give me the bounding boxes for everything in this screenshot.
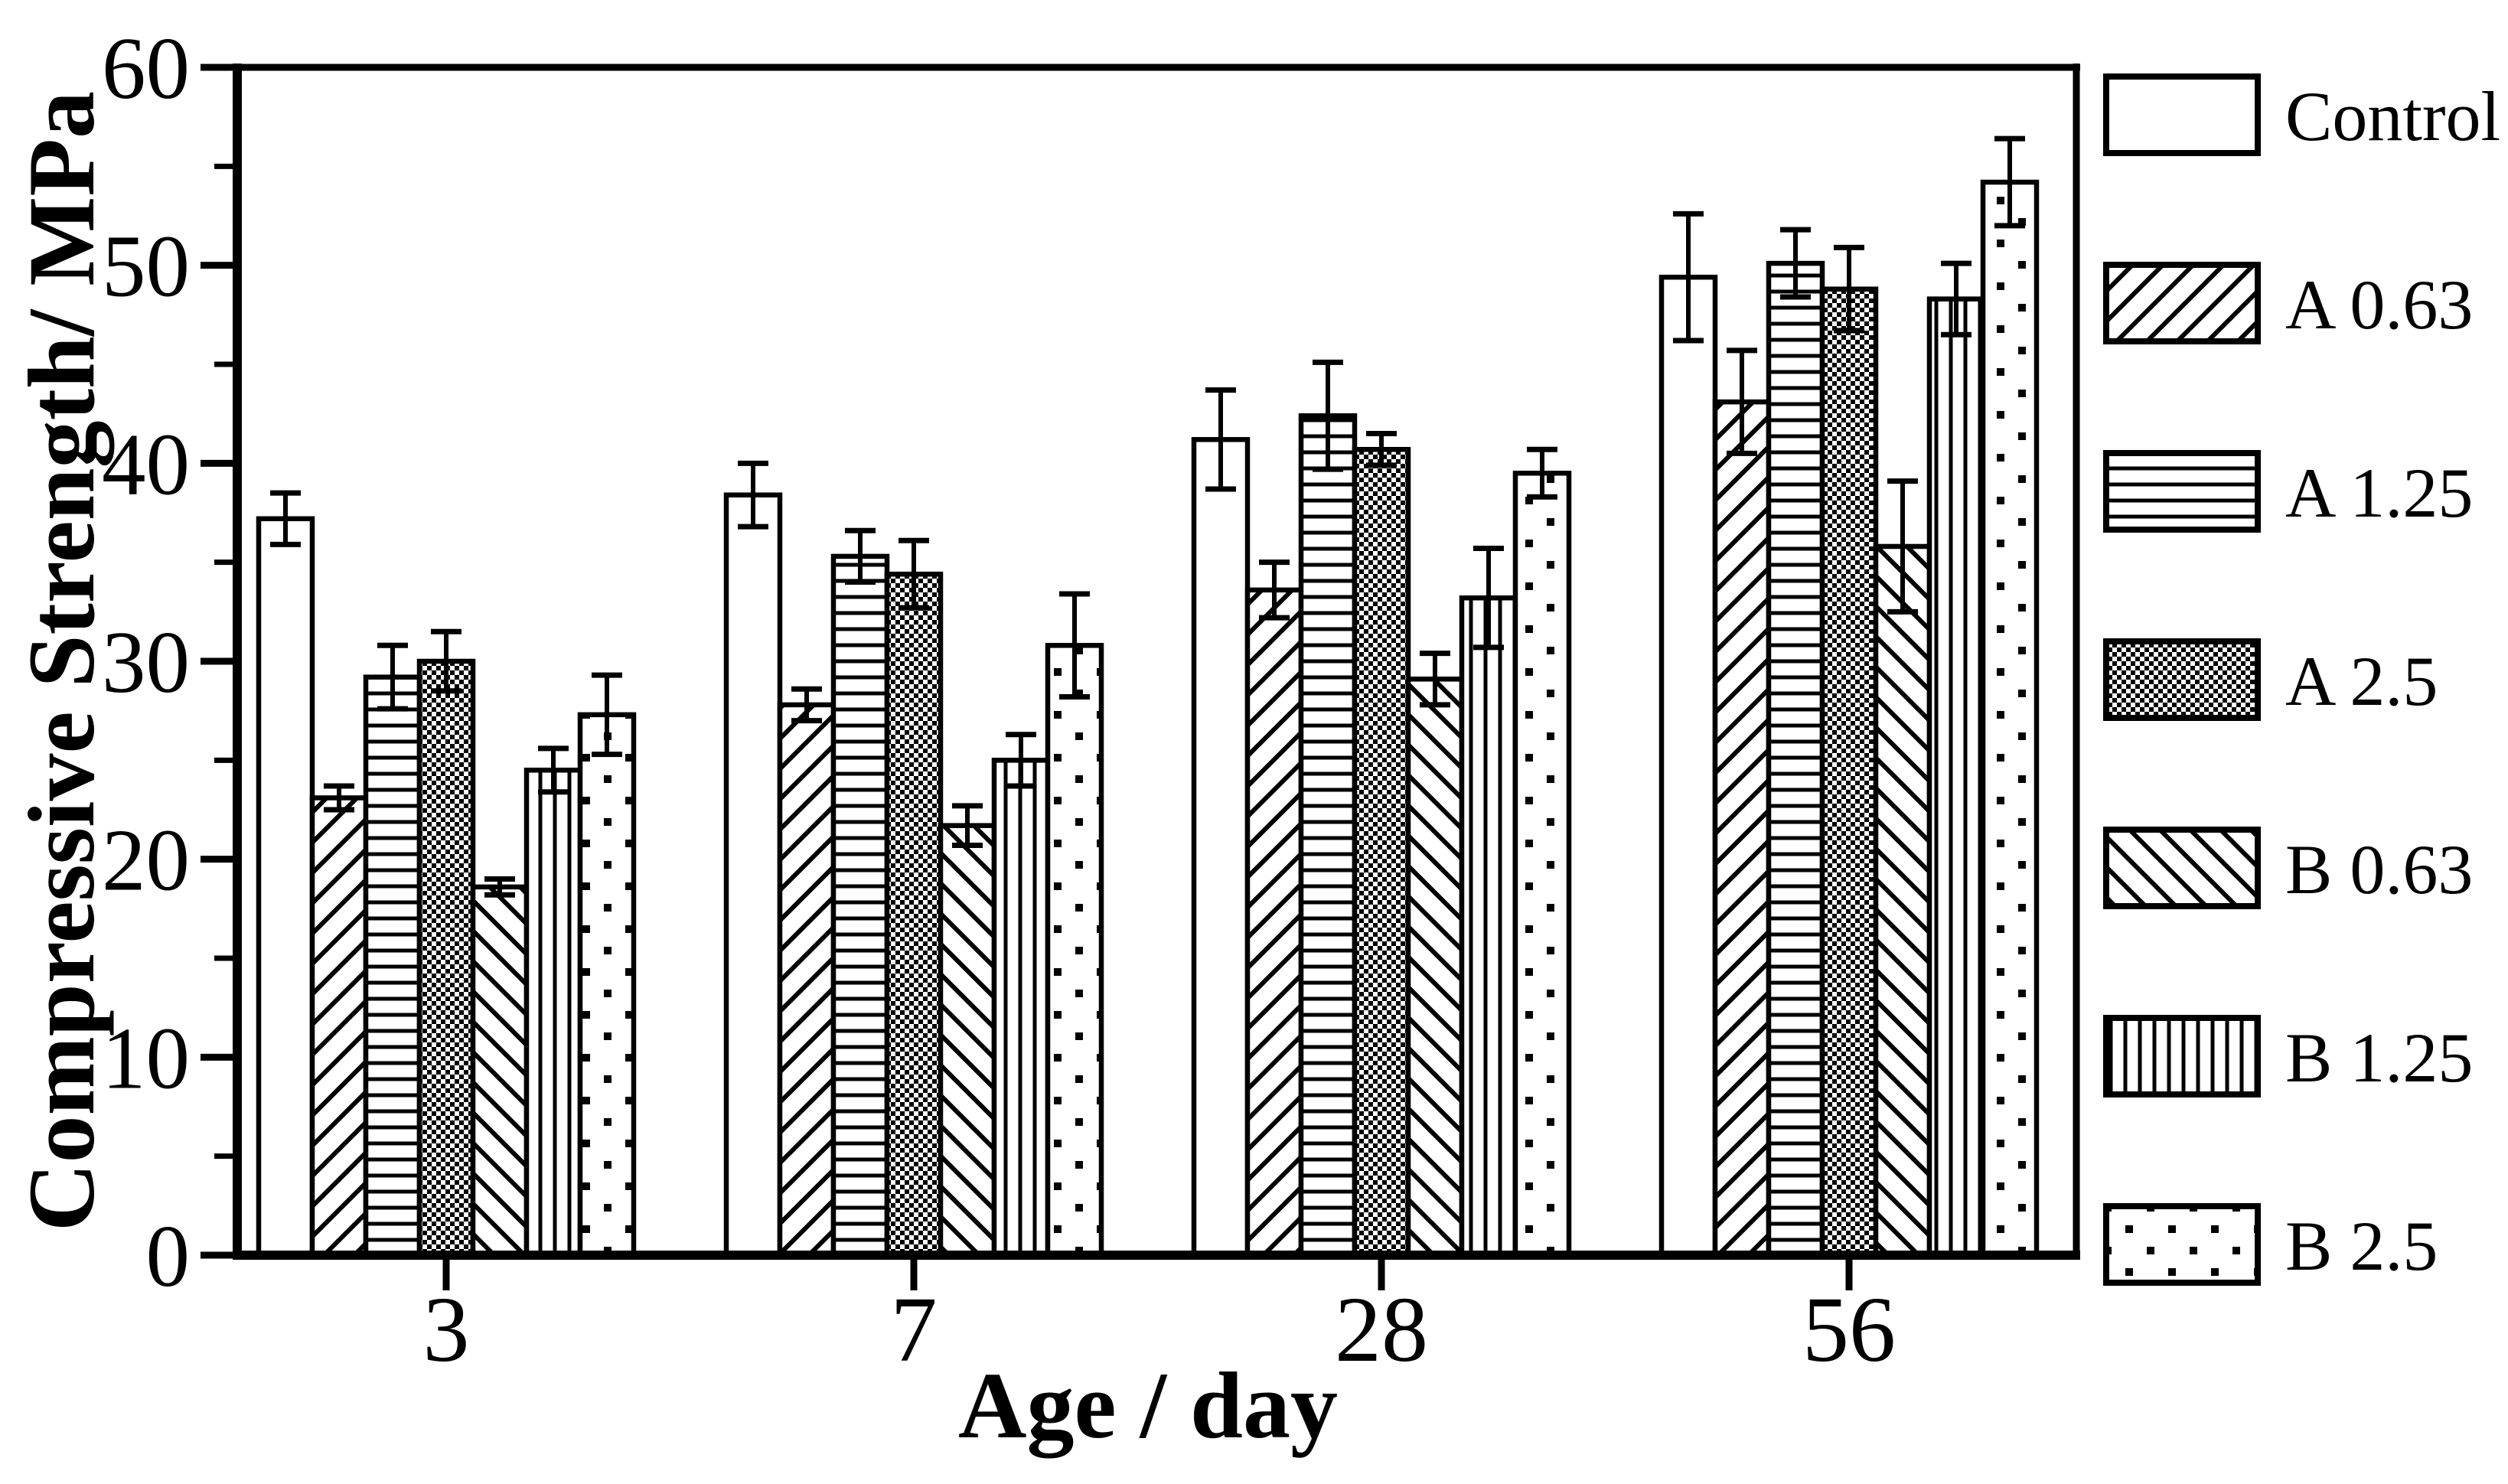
- error-bars-layer: [270, 135, 2025, 898]
- y-tick-label-60: 60: [102, 20, 190, 117]
- legend-swatch-diagonal-down: [2103, 827, 2261, 909]
- x-axis-title: Age / day: [958, 1353, 1338, 1459]
- x-tick-label-28: 28: [1335, 1278, 1428, 1381]
- error-bar-A2.5-day7: [899, 537, 929, 611]
- legend: Control A 0.63 A 1.25 A 2.5 B 0.63 B 1.25 B 2.…: [2103, 73, 2500, 1286]
- legend-swatch-checkerboard: [2103, 638, 2261, 721]
- bar-A2.5-day56: [1819, 286, 1879, 1258]
- legend-item-B2.5: B 2.5: [2103, 1203, 2438, 1286]
- bar-B0.63-day7: [938, 823, 997, 1258]
- bar-Control-day7: [723, 492, 783, 1258]
- bar-A0.63-day28: [1244, 587, 1304, 1258]
- legend-label-B0.63: B 0.63: [2285, 830, 2473, 908]
- error-bar-B1.25-day28: [1473, 546, 1504, 651]
- error-bar-B0.63-day28: [1420, 651, 1450, 708]
- error-bar-A0.63-day3: [324, 783, 354, 813]
- bar-B0.63-day56: [1873, 543, 1932, 1258]
- error-bar-B2.5-day3: [592, 672, 622, 758]
- legend-item-B1.25: B 1.25: [2103, 1015, 2473, 1098]
- bar-B0.63-day28: [1405, 677, 1465, 1258]
- legend-label-A1.25: A 1.25: [2285, 454, 2473, 532]
- bar-B1.25-day28: [1459, 595, 1518, 1258]
- error-bar-B2.5-day28: [1527, 446, 1557, 500]
- legend-item-A1.25: A 1.25: [2103, 450, 2473, 533]
- bar-Control-day56: [1658, 274, 1718, 1258]
- error-bar-A1.25-day56: [1780, 227, 1811, 300]
- error-bar-A2.5-day3: [431, 628, 461, 694]
- legend-swatch-plain: [2103, 73, 2261, 156]
- legend-label-A0.63: A 0.63: [2285, 266, 2473, 344]
- bar-A0.63-day3: [309, 795, 369, 1258]
- bar-A1.25-day7: [830, 553, 890, 1258]
- error-bar-Control-day3: [270, 490, 301, 547]
- bars-layer: [256, 179, 2040, 1258]
- bar-A1.25-day28: [1298, 413, 1358, 1258]
- x-tick-label-7: 7: [891, 1278, 938, 1381]
- y-tick-label-50: 50: [102, 218, 190, 315]
- bar-Control-day3: [256, 516, 315, 1258]
- bar-Control-day28: [1191, 437, 1251, 1258]
- legend-item-B0.63: B 0.63: [2103, 827, 2473, 909]
- legend-item-A0.63: A 0.63: [2103, 262, 2473, 344]
- error-bar-Control-day56: [1673, 210, 1704, 344]
- legend-swatch-sparse-dots: [2103, 1203, 2261, 1286]
- legend-swatch-diagonal-up: [2103, 262, 2261, 344]
- bar-A0.63-day7: [777, 702, 837, 1258]
- error-bar-B0.63-day56: [1887, 478, 1918, 615]
- error-bar-B0.63-day7: [952, 803, 983, 849]
- y-tick-label-10: 10: [102, 1009, 190, 1107]
- y-tick-label-0: 0: [146, 1208, 191, 1305]
- x-tick-label-56: 56: [1802, 1278, 1896, 1381]
- legend-label-Control: Control: [2285, 77, 2500, 155]
- error-bar-B1.25-day56: [1941, 260, 1972, 338]
- error-bar-A1.25-day3: [377, 642, 408, 712]
- legend-label-B2.5: B 2.5: [2285, 1207, 2438, 1285]
- bar-B1.25-day3: [523, 768, 583, 1258]
- bar-B2.5-day3: [577, 712, 637, 1258]
- bar-A2.5-day28: [1352, 446, 1411, 1258]
- bar-B2.5-day7: [1045, 643, 1104, 1258]
- error-bar-A1.25-day7: [845, 527, 876, 585]
- error-bar-B1.25-day7: [1006, 732, 1036, 789]
- error-bar-A2.5-day28: [1366, 431, 1397, 468]
- error-bar-A0.63-day7: [791, 686, 822, 724]
- error-bar-A1.25-day28: [1313, 359, 1343, 472]
- bar-A2.5-day7: [884, 571, 944, 1258]
- error-bar-B1.25-day3: [538, 745, 569, 795]
- bar-B1.25-day7: [991, 758, 1051, 1258]
- y-tick-label-40: 40: [102, 416, 190, 513]
- error-bar-Control-day28: [1205, 387, 1236, 492]
- bar-B0.63-day3: [470, 884, 530, 1258]
- x-tick-label-3: 3: [423, 1278, 470, 1381]
- tick-labels-layer: 0 10 20 30 40 50 60 3 7 28 56: [102, 20, 1896, 1381]
- legend-label-B1.25: B 1.25: [2285, 1019, 2473, 1097]
- error-bar-B2.5-day56: [1994, 135, 2025, 229]
- legend-swatch-vertical-lines: [2103, 1015, 2261, 1098]
- bar-A1.25-day56: [1766, 260, 1825, 1258]
- bar-B2.5-day28: [1512, 471, 1572, 1258]
- error-bar-B2.5-day7: [1059, 591, 1090, 700]
- legend-label-A2.5: A 2.5: [2285, 642, 2438, 720]
- error-bar-Control-day7: [738, 460, 768, 530]
- error-bar-A0.63-day56: [1727, 347, 1757, 456]
- error-bar-A2.5-day56: [1834, 244, 1864, 334]
- legend-swatch-horizontal-lines: [2103, 450, 2261, 533]
- y-axis-title: Compressive Strength/ MPa: [9, 91, 115, 1231]
- y-tick-label-30: 30: [102, 614, 190, 711]
- bar-B1.25-day56: [1926, 296, 1986, 1258]
- bar-B2.5-day56: [1980, 179, 2040, 1258]
- bar-A1.25-day3: [363, 674, 422, 1258]
- legend-item-A2.5: A 2.5: [2103, 638, 2438, 721]
- ticks-layer: [201, 64, 1853, 1290]
- legend-item-Control: Control: [2103, 73, 2500, 156]
- error-bar-B0.63-day3: [484, 876, 515, 898]
- error-bar-A0.63-day28: [1259, 559, 1290, 621]
- bar-A0.63-day56: [1712, 399, 1772, 1258]
- y-tick-label-20: 20: [102, 812, 190, 909]
- bar-A2.5-day3: [416, 658, 476, 1258]
